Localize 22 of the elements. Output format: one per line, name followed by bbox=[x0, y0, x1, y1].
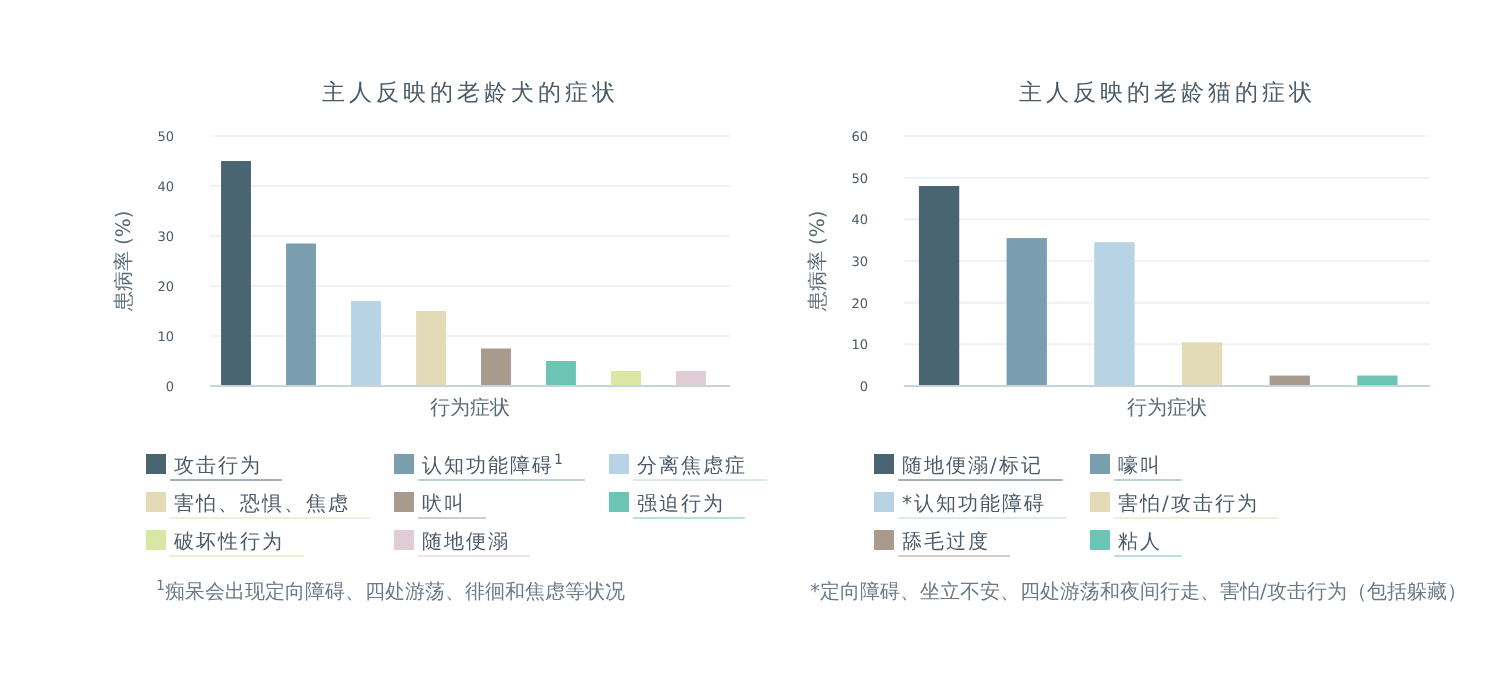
legend-label: 强迫行为 bbox=[636, 492, 725, 516]
text: *定向障碍、坐立不安、四处游荡和夜间行走、害怕/攻击行为（包括躲藏） bbox=[810, 580, 1467, 604]
y-axis-title: 患病率 (%) bbox=[806, 210, 830, 314]
legend-label: 随地便溺/标记 bbox=[902, 454, 1043, 478]
chart-title: 主人反映的老龄犬的症状 bbox=[321, 78, 619, 106]
legend-label: 舔毛过度 bbox=[902, 530, 990, 554]
legend-label: 认知功能障碍$^{1}$ bbox=[422, 452, 565, 478]
legend-label: 破坏性行为 bbox=[172, 530, 284, 554]
legend-label: 随地便溺 bbox=[422, 530, 510, 554]
legend-label: 分离焦虑症 bbox=[636, 454, 747, 478]
legend-label: *认知功能障碍 bbox=[902, 492, 1046, 516]
legend-label: 攻击行为 bbox=[174, 454, 262, 478]
legend-label: 嚎叫 bbox=[1118, 454, 1162, 478]
text: $^{1}$痴呆会出现定向障碍、四处游荡、徘徊和焦虑等状况 bbox=[156, 578, 625, 604]
y-axis-title: 患病率 (%) bbox=[112, 210, 136, 314]
x-axis-title: 行为症状 bbox=[1127, 396, 1207, 420]
legend-label: 害怕、恐惧、焦虑 bbox=[174, 492, 350, 516]
x-axis-title: 行为症状 bbox=[430, 396, 510, 420]
chart-title: 主人反映的老龄猫的症状 bbox=[1018, 78, 1316, 106]
legend-label: 吠叫 bbox=[422, 492, 466, 516]
legend-label: 害怕/攻击行为 bbox=[1118, 492, 1259, 516]
legend-label: 粘人 bbox=[1118, 530, 1162, 554]
